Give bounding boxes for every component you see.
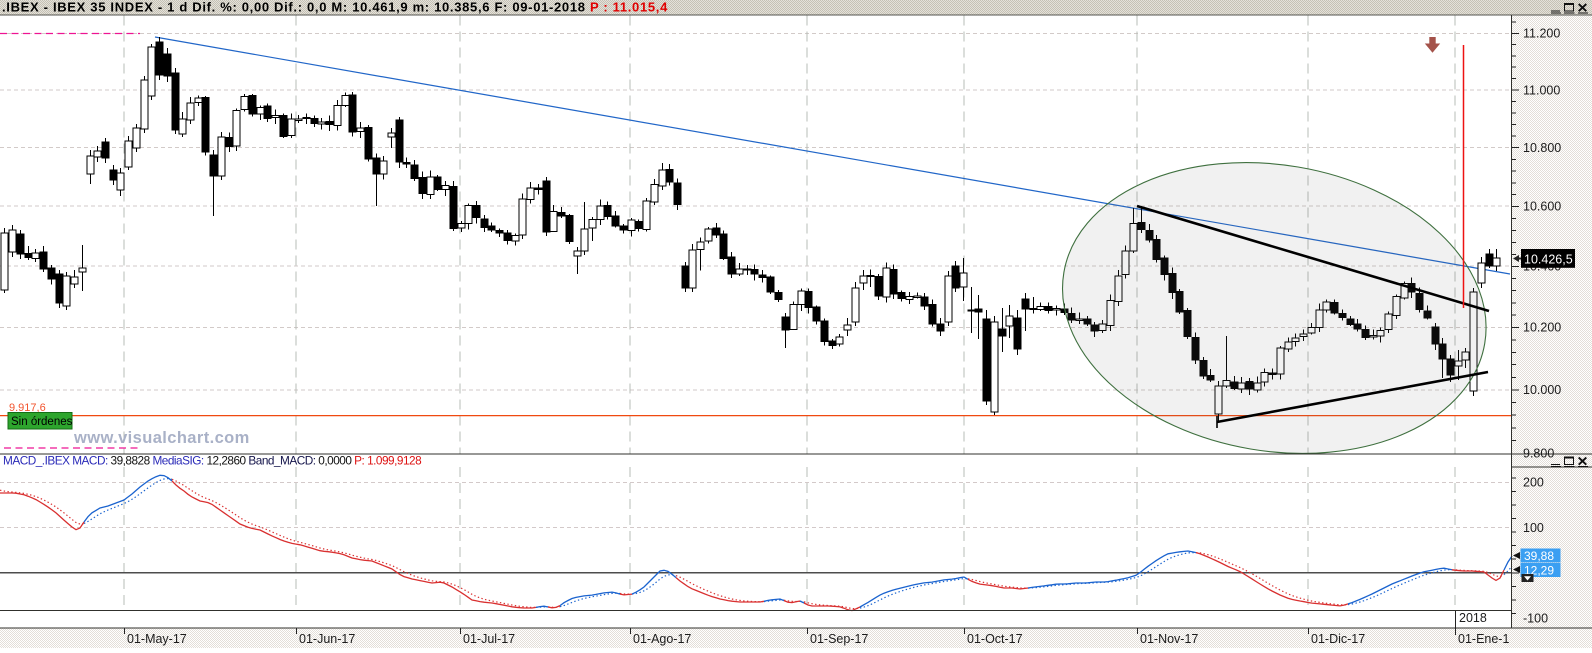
- svg-text:100: 100: [1523, 521, 1544, 535]
- svg-text:01-Dic-17: 01-Dic-17: [1311, 632, 1365, 646]
- svg-text:.IBEX - IBEX 35 INDEX - 1 d D: .IBEX - IBEX 35 INDEX - 1 d Dif. %: 0,00…: [2, 0, 668, 15]
- svg-text:01-Jun-17: 01-Jun-17: [299, 632, 355, 646]
- svg-text:10.426,5: 10.426,5: [1524, 253, 1573, 267]
- svg-text:01-Nov-17: 01-Nov-17: [1140, 632, 1198, 646]
- svg-text:01-Ene-1: 01-Ene-1: [1458, 632, 1509, 646]
- svg-text:Sin órdenes: Sin órdenes: [11, 416, 73, 428]
- svg-text:9.800: 9.800: [1523, 447, 1554, 461]
- svg-text:01-May-17: 01-May-17: [127, 632, 187, 646]
- svg-text:11.200: 11.200: [1523, 27, 1560, 41]
- svg-text:10.800: 10.800: [1523, 141, 1561, 155]
- svg-text:9.917,6: 9.917,6: [9, 402, 46, 414]
- svg-text:01-Ago-17: 01-Ago-17: [633, 632, 691, 646]
- svg-text:2018: 2018: [1459, 611, 1487, 625]
- svg-text:MACD_.IBEX MACD: 39,8828 Media: MACD_.IBEX MACD: 39,8828 MediaSIG: 12,28…: [3, 454, 422, 468]
- svg-text:10.200: 10.200: [1523, 321, 1561, 335]
- svg-text:01-Oct-17: 01-Oct-17: [967, 632, 1023, 646]
- svg-text:10.000: 10.000: [1523, 383, 1561, 397]
- svg-text:200: 200: [1523, 476, 1544, 490]
- svg-text:11.000: 11.000: [1523, 83, 1560, 97]
- svg-text:10.600: 10.600: [1523, 200, 1561, 214]
- svg-text:www.visualchart.com: www.visualchart.com: [73, 429, 250, 447]
- svg-text:12,29: 12,29: [1524, 563, 1554, 577]
- svg-text:39,88: 39,88: [1524, 549, 1554, 563]
- svg-text:01-Jul-17: 01-Jul-17: [463, 632, 515, 646]
- svg-text:-100: -100: [1523, 612, 1548, 626]
- svg-text:01-Sep-17: 01-Sep-17: [810, 632, 868, 646]
